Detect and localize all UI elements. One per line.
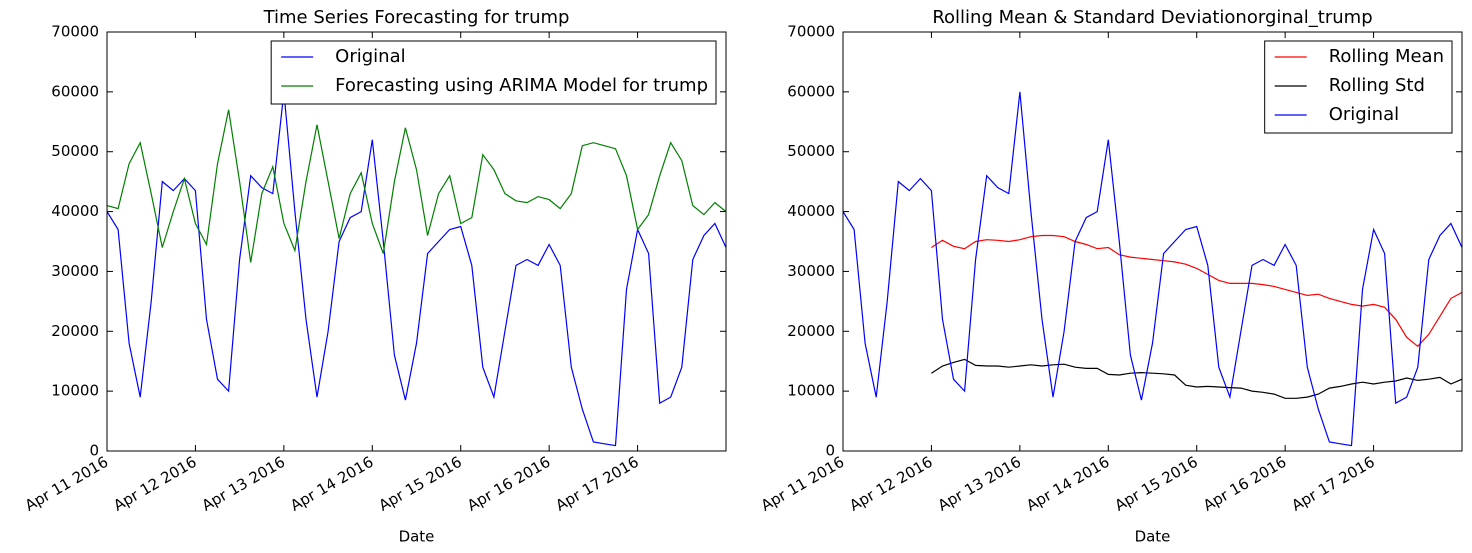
x-tick-label: Apr 16 2016	[1200, 453, 1289, 515]
subplot: 0 10000 20000 30000 40000 50000 60000 70000 Apr …	[758, 7, 1463, 546]
legend-label: Rolling Std	[1329, 75, 1425, 96]
axes-frame	[842, 31, 1463, 452]
y-tick-label: 70000	[51, 23, 99, 41]
series-line	[106, 109, 727, 263]
x-axis-label: Date	[399, 528, 435, 546]
x-tick-label: Apr 11 2016	[22, 453, 111, 515]
y-tick-label: 20000	[51, 322, 99, 340]
x-tick-label: Apr 15 2016	[376, 453, 465, 515]
x-axis-label: Date	[1135, 528, 1171, 546]
series-line	[106, 91, 727, 447]
legend-frame	[270, 40, 717, 105]
series-line	[931, 234, 1463, 348]
legend-label: Forecasting using ARIMA Model for trump	[335, 75, 708, 96]
y-tick-label: 50000	[51, 142, 99, 160]
y-tick-label: 70000	[787, 23, 835, 41]
y-tick-label: 20000	[787, 322, 835, 340]
y-tick-label: 10000	[787, 382, 835, 400]
x-tick-label: Apr 12 2016	[846, 453, 935, 515]
series-line	[842, 91, 1463, 447]
y-tick-label: 30000	[51, 262, 99, 280]
series-line	[931, 358, 1463, 399]
x-tick-label: Apr 15 2016	[1112, 453, 1201, 515]
x-tick-label: Apr 16 2016	[464, 453, 553, 515]
x-tick-label: Apr 17 2016	[552, 453, 641, 515]
chart-title: Time Series Forecasting for trump	[263, 7, 570, 28]
legend: Rolling Mean Rolling Std Original	[1264, 40, 1453, 134]
chart-title: Rolling Mean & Standard Deviationorginal…	[932, 7, 1372, 28]
y-tick-label: 10000	[51, 382, 99, 400]
x-tick-label: Apr 17 2016	[1288, 453, 1377, 515]
x-tick-label: Apr 13 2016	[935, 453, 1024, 515]
x-tick-label: Apr 12 2016	[110, 453, 199, 515]
subplot: 0 10000 20000 30000 40000 50000 60000 70000 Apr …	[22, 7, 727, 546]
legend-label: Original	[335, 46, 405, 67]
y-tick-label: 0	[825, 442, 835, 460]
y-tick-label: 60000	[51, 82, 99, 100]
legend-label: Rolling Mean	[1329, 46, 1444, 67]
legend: Original Forecasting using ARIMA Model fo…	[270, 40, 717, 105]
x-tick-label: Apr 13 2016	[199, 453, 288, 515]
y-tick-label: 40000	[51, 202, 99, 220]
axes-frame	[106, 31, 727, 452]
y-tick-label: 60000	[787, 82, 835, 100]
x-tick-label: Apr 14 2016	[287, 453, 376, 515]
y-tick-label: 0	[89, 442, 99, 460]
legend-frame	[1264, 40, 1453, 134]
x-tick-label: Apr 14 2016	[1023, 453, 1112, 515]
legend-label: Original	[1329, 104, 1399, 125]
x-tick-label: Apr 11 2016	[758, 453, 847, 515]
y-tick-label: 40000	[787, 202, 835, 220]
y-tick-label: 50000	[787, 142, 835, 160]
y-tick-label: 30000	[787, 262, 835, 280]
